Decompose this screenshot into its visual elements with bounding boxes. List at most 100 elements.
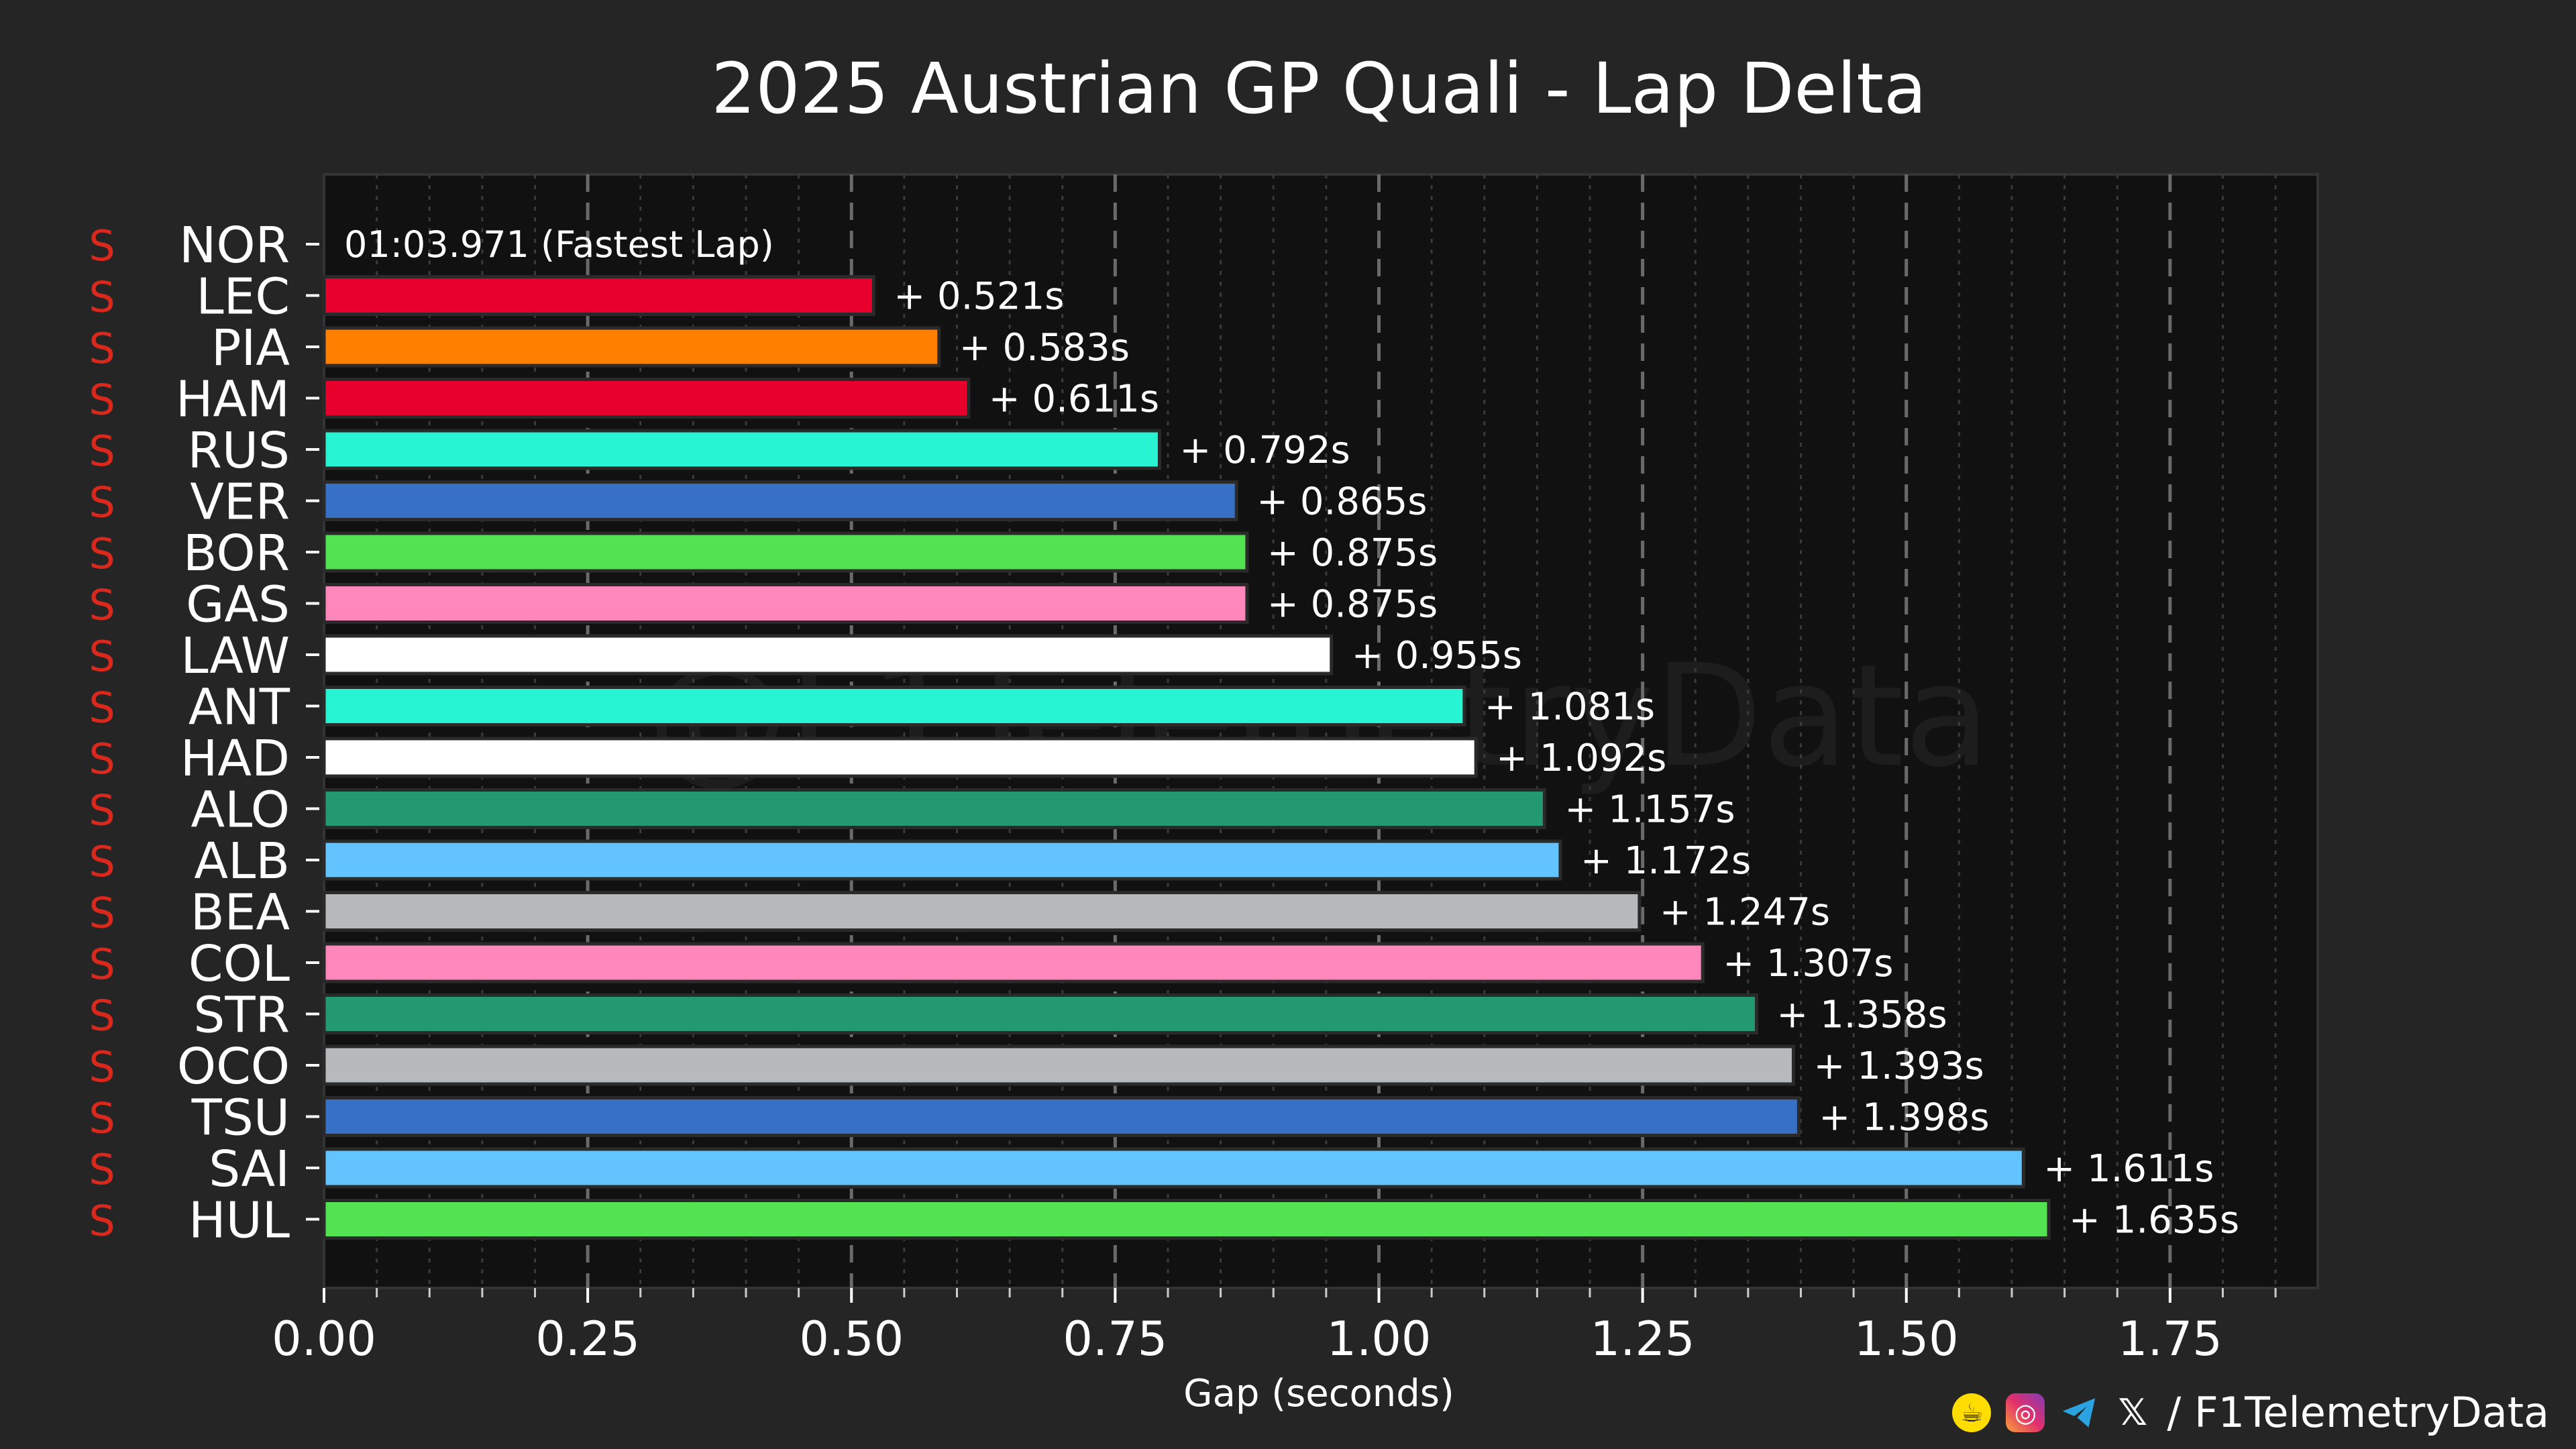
bar-hul bbox=[322, 1199, 2051, 1240]
value-label-had: + 1.092s bbox=[1496, 737, 1666, 780]
tyre-compound-ver: S bbox=[89, 478, 115, 527]
value-label-gas: + 0.875s bbox=[1267, 583, 1438, 627]
value-label-lec: + 0.521s bbox=[894, 275, 1064, 319]
tyre-compound-tsu: S bbox=[89, 1094, 115, 1143]
driver-code-tsu: TSU bbox=[191, 1089, 290, 1147]
driver-code-bor: BOR bbox=[183, 525, 290, 582]
value-label-ham: + 0.611s bbox=[989, 378, 1159, 421]
tyre-compound-lec: S bbox=[89, 273, 115, 322]
driver-code-gas: GAS bbox=[186, 576, 290, 634]
tyre-compound-str: S bbox=[89, 991, 115, 1040]
driver-code-law: LAW bbox=[180, 627, 290, 685]
driver-code-alo: ALO bbox=[191, 782, 290, 839]
chart-title: 2025 Austrian GP Quali - Lap Delta bbox=[711, 48, 1927, 129]
x-tick-label: 0.00 bbox=[272, 1311, 376, 1366]
value-label-bea: + 1.247s bbox=[1660, 891, 1830, 934]
bar-had bbox=[322, 737, 1478, 778]
tyre-compound-pia: S bbox=[89, 324, 115, 373]
x-tick-label: 0.75 bbox=[1063, 1311, 1167, 1366]
driver-code-ant: ANT bbox=[189, 679, 290, 737]
x-axis: 0.00 0.25 0.50 0.75 1.00 1.25 1.50 1.75 bbox=[272, 1288, 2277, 1366]
value-label-hul: + 1.635s bbox=[2069, 1199, 2239, 1242]
bar-bea bbox=[322, 891, 1642, 932]
driver-code-alb: ALB bbox=[194, 833, 290, 890]
value-label-ant: + 1.081s bbox=[1485, 686, 1655, 729]
value-label-pia: + 0.583s bbox=[959, 326, 1130, 370]
bar-str bbox=[322, 994, 1758, 1034]
tyre-compound-rus: S bbox=[89, 427, 115, 476]
bar-alo bbox=[322, 788, 1546, 829]
value-label-oco: + 1.393s bbox=[1813, 1044, 1984, 1088]
x-tick-label: 1.25 bbox=[1591, 1311, 1695, 1366]
tyre-compound-col: S bbox=[89, 940, 115, 989]
telegram-icon[interactable] bbox=[2059, 1393, 2098, 1432]
tyre-compound-hul: S bbox=[89, 1197, 115, 1246]
tyre-compound-gas: S bbox=[89, 581, 115, 630]
value-label-law: + 0.955s bbox=[1352, 634, 1522, 678]
tyre-compound-sai: S bbox=[89, 1145, 115, 1194]
bar-ham bbox=[322, 378, 971, 419]
driver-code-hul: HUL bbox=[189, 1192, 290, 1250]
bar-sai bbox=[322, 1147, 2025, 1189]
x-icon[interactable]: 𝕏 bbox=[2118, 1391, 2148, 1434]
driver-code-sai: SAI bbox=[209, 1140, 290, 1198]
driver-code-nor: NOR bbox=[179, 217, 290, 274]
bar-rus bbox=[322, 429, 1161, 470]
value-label-alo: + 1.157s bbox=[1564, 788, 1735, 832]
value-label-str: + 1.358s bbox=[1776, 994, 1947, 1037]
driver-code-str: STR bbox=[193, 987, 290, 1044]
value-label-sai: + 1.611s bbox=[2043, 1147, 2214, 1191]
value-labels: 01:03.971 (Fastest Lap) + 0.521s + 0.583s +… bbox=[344, 223, 2239, 1242]
tyre-compound-oco: S bbox=[89, 1042, 115, 1091]
bar-law bbox=[322, 634, 1334, 676]
tyre-compound-nor: S bbox=[89, 221, 115, 270]
driver-code-lec: LEC bbox=[196, 268, 290, 326]
tyre-compound-ham: S bbox=[89, 376, 115, 425]
bar-lec bbox=[322, 275, 875, 316]
x-tick-label: 0.50 bbox=[799, 1311, 904, 1366]
value-label-col: + 1.307s bbox=[1723, 942, 1893, 985]
bar-pia bbox=[322, 326, 941, 368]
bar-ver bbox=[322, 480, 1238, 521]
tyre-compound-ant: S bbox=[89, 684, 115, 733]
buymeacoffee-icon[interactable]: ☕ bbox=[1952, 1393, 1992, 1432]
bar-oco bbox=[322, 1044, 1795, 1086]
value-label-rus: + 0.792s bbox=[1179, 429, 1350, 472]
value-label-ver: + 0.865s bbox=[1256, 480, 1427, 524]
value-label-tsu: + 1.398s bbox=[1819, 1096, 1989, 1140]
tyre-compound-law: S bbox=[89, 632, 115, 681]
tyre-compound-alb: S bbox=[89, 837, 115, 886]
driver-code-bea: BEA bbox=[191, 884, 290, 942]
driver-code-had: HAD bbox=[180, 730, 290, 788]
tyre-compound-alo: S bbox=[89, 786, 115, 835]
x-tick-label: 1.00 bbox=[1327, 1311, 1432, 1366]
bars bbox=[322, 275, 2051, 1240]
driver-code-pia: PIA bbox=[211, 319, 290, 377]
bar-tsu bbox=[322, 1096, 1801, 1137]
y-axis: NOR S LEC S PIA S HAM S RUS S VER S BOR S GAS S LAW S ANT S… bbox=[89, 217, 319, 1250]
driver-code-oco: OCO bbox=[177, 1038, 290, 1095]
value-label-alb: + 1.172s bbox=[1580, 839, 1751, 883]
tyre-compound-bor: S bbox=[89, 529, 115, 578]
footer: ☕ ◎ 𝕏 / F1TelemetryData bbox=[1952, 1388, 2549, 1437]
x-axis-label: Gap (seconds) bbox=[1183, 1372, 1454, 1415]
driver-code-ham: HAM bbox=[176, 371, 290, 429]
driver-code-col: COL bbox=[189, 935, 290, 993]
bar-gas bbox=[322, 583, 1249, 624]
tyre-compound-bea: S bbox=[89, 889, 115, 938]
fastest-lap-label: 01:03.971 (Fastest Lap) bbox=[344, 223, 774, 266]
x-tick-label: 1.75 bbox=[2118, 1311, 2222, 1366]
driver-code-rus: RUS bbox=[187, 422, 290, 480]
value-label-bor: + 0.875s bbox=[1267, 531, 1438, 575]
bar-col bbox=[322, 942, 1705, 983]
instagram-icon[interactable]: ◎ bbox=[2006, 1393, 2045, 1432]
bar-ant bbox=[322, 686, 1466, 727]
footer-handle[interactable]: / F1TelemetryData bbox=[2167, 1388, 2549, 1437]
driver-code-ver: VER bbox=[190, 474, 290, 531]
tyre-compound-had: S bbox=[89, 735, 115, 784]
x-tick-label: 1.50 bbox=[1854, 1311, 1959, 1366]
bar-bor bbox=[322, 531, 1249, 573]
x-tick-label: 0.25 bbox=[535, 1311, 640, 1366]
bar-alb bbox=[322, 839, 1562, 881]
